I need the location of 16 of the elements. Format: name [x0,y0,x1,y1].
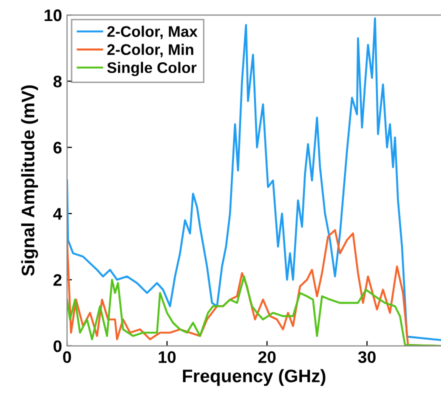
x-axis-title: Frequency (GHz) [182,369,326,386]
y-tick-label: 8 [53,76,62,88]
x-tick-label: 20 [258,351,276,364]
x-tick-label: 30 [358,351,376,364]
legend-label: Single Color [107,62,196,76]
legend-label: 2-Color, Min [107,44,194,58]
y-tick-label: 6 [54,142,62,154]
y-tick-label: 10 [44,9,62,22]
legend-label: 2-Color, Max [107,26,198,40]
y-tick-label: 0 [54,340,62,352]
y-axis-title: Signal Amplitude (mV) [21,85,38,276]
line-series [67,17,441,341]
y-tick-label: 2 [53,274,62,286]
x-tick-label: 0 [63,351,71,364]
x-tick-label: 10 [158,351,176,364]
y-tick-label: 4 [53,208,62,220]
